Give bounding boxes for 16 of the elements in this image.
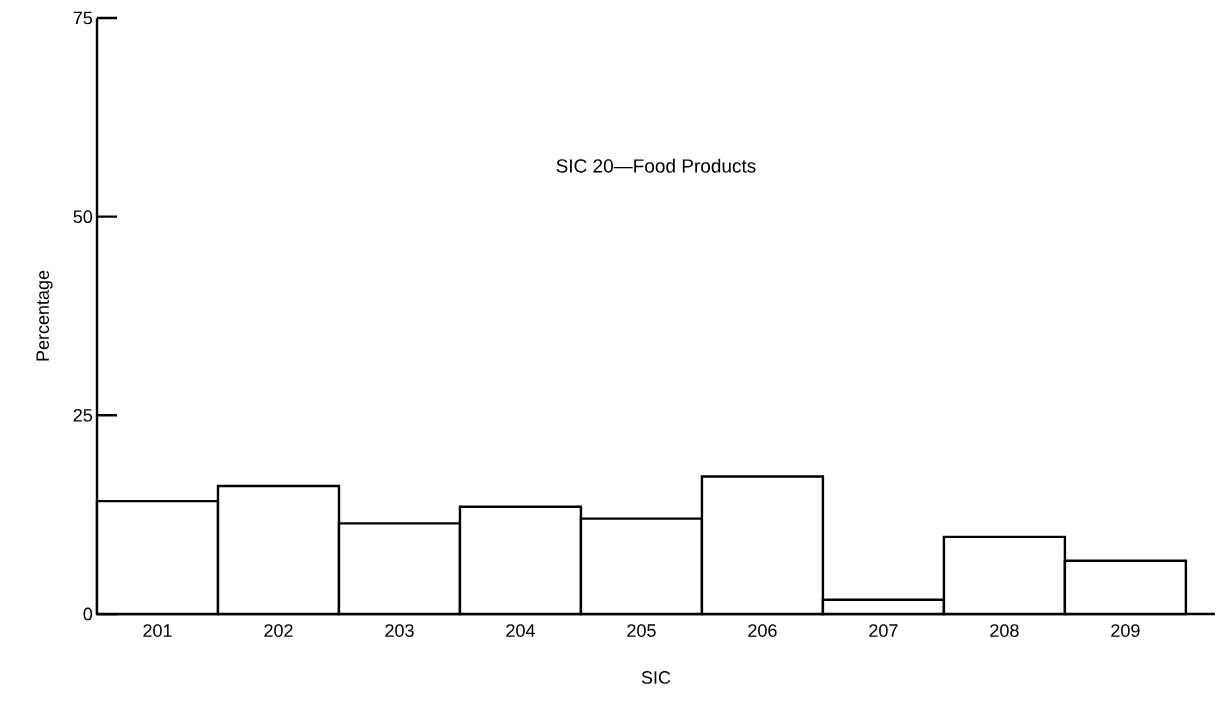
- x-tick-label: 208: [990, 624, 1019, 637]
- text: SIC 20—Food Products: [556, 158, 756, 173]
- x-tick-label: 202: [264, 624, 293, 637]
- x-tick-label: 207: [869, 624, 898, 637]
- y-axis-title: Percentage: [36, 270, 53, 361]
- y-tick-label: 75: [73, 11, 93, 25]
- x-tick-label: 205: [627, 624, 656, 637]
- x-tick-label: 203: [385, 624, 414, 637]
- y-tick-label: 25: [73, 408, 93, 422]
- x-axis-title: SIC: [641, 671, 671, 684]
- x-tick-label: 209: [1111, 624, 1140, 637]
- y-tick-label: 0: [83, 607, 93, 621]
- x-tick-label: 204: [506, 624, 535, 637]
- x-tick-label: 201: [143, 624, 172, 637]
- x-tick-label: 206: [748, 624, 777, 637]
- y-tick-label: 50: [73, 210, 93, 224]
